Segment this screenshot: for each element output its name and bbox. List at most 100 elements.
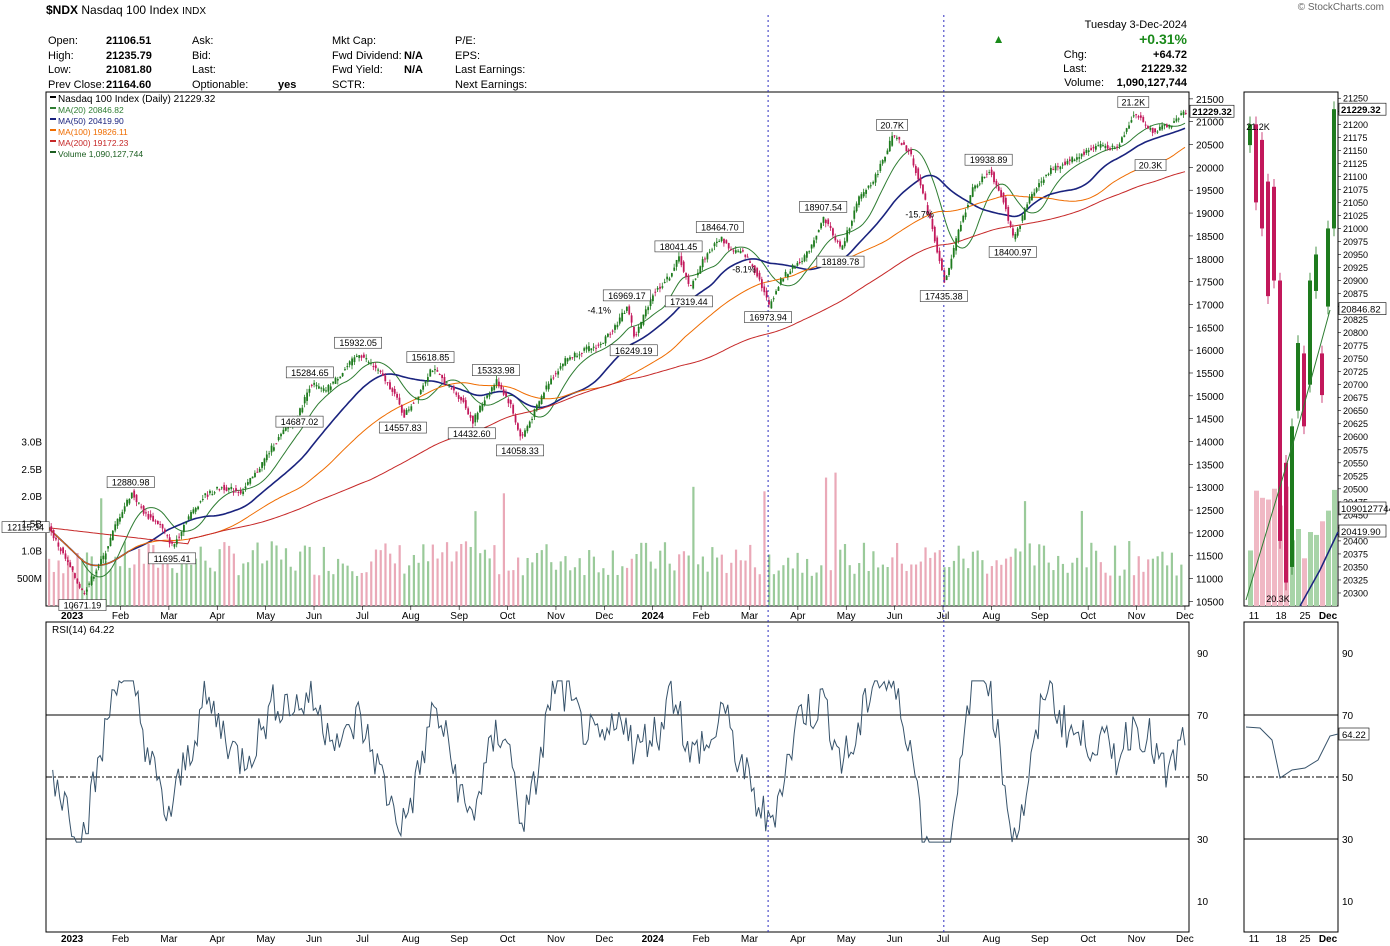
candle-body	[981, 176, 984, 183]
rsi-time-tick-label: Feb	[692, 934, 710, 945]
candle-body	[599, 343, 602, 345]
volume-bar	[881, 564, 884, 606]
mini-rsi-value: 64.22	[1342, 730, 1366, 741]
candle-body	[133, 490, 136, 498]
candle-body	[623, 313, 626, 315]
candle-body	[936, 237, 939, 253]
candle-body	[135, 494, 138, 503]
candle-body	[299, 408, 301, 416]
rsi-time-tick-label: Apr	[209, 934, 225, 945]
volume-bar	[692, 486, 695, 606]
candle-body	[502, 389, 505, 395]
mini-price-tick-label: 20875	[1343, 289, 1368, 299]
candle-body	[415, 398, 417, 400]
candle-body	[154, 520, 157, 522]
quote-summary: Tuesday 3-Dec-2024 ▲ +0.31% Chg: +64.72 La…	[993, 19, 1187, 90]
candle-body	[926, 205, 929, 214]
candle-body	[860, 194, 863, 199]
rsi-time-tick-label: Apr	[790, 934, 806, 945]
volume-bar	[791, 568, 794, 606]
volume-bar	[156, 567, 160, 606]
volume-bar	[1147, 559, 1150, 606]
volume-bar	[976, 550, 979, 606]
mini-candle-body	[1308, 280, 1312, 385]
candle-body	[524, 430, 526, 437]
candle-body	[796, 262, 799, 266]
rsi-tick-label: 70	[1197, 711, 1209, 722]
candle-body	[621, 312, 624, 322]
quote-col-3: Mkt Cap: Fwd Dividend: N/A Fwd Yield: N/A …	[332, 34, 452, 92]
candle-body	[1068, 159, 1071, 162]
legend: Nasdaq 100 Index (Daily) 21229.32MA(20) …	[50, 94, 216, 159]
mini-volume-bar	[1290, 540, 1295, 606]
mini-price-tick-label: 21025	[1343, 211, 1368, 221]
volume-bar	[341, 563, 344, 606]
candle-body	[365, 358, 368, 360]
candle-body	[512, 404, 515, 414]
time-tick-label: Mar	[160, 611, 178, 622]
volume-bar	[152, 545, 155, 606]
mini-lo-label: 20.3K	[1266, 594, 1290, 604]
candle-body	[1106, 145, 1109, 149]
candle-body	[232, 491, 235, 493]
price-tick-label: 11500	[1196, 552, 1224, 563]
annotation-label: 14557.83	[384, 423, 422, 433]
volume-bar	[554, 569, 558, 606]
candle-body	[590, 348, 593, 351]
candle-body	[145, 512, 147, 514]
candle-body	[1061, 164, 1064, 166]
low-value: 21081.80	[106, 64, 152, 77]
candle-body	[1042, 179, 1045, 183]
candle-body	[1035, 188, 1038, 192]
volume-bar	[564, 556, 567, 606]
candle-body	[263, 458, 266, 466]
candle-body	[85, 589, 88, 592]
candle-body	[723, 238, 725, 244]
mini-price-tick-label: 20625	[1343, 419, 1368, 429]
volume-bar	[66, 555, 70, 606]
candle-body	[791, 264, 794, 269]
candle-body	[1175, 118, 1178, 122]
annotation-box	[58, 599, 107, 611]
candle-body	[315, 384, 318, 387]
volume-bar	[678, 554, 681, 606]
candle-body	[694, 278, 697, 280]
candle-body	[881, 160, 884, 164]
candle-body	[427, 377, 429, 382]
volume-bar	[749, 544, 752, 606]
candle-body	[784, 271, 787, 277]
annotation-label: 12115.34	[7, 523, 44, 533]
volume-bar	[460, 543, 463, 606]
volume-bar	[204, 560, 207, 606]
candle-body	[919, 177, 922, 186]
candle-body	[557, 371, 560, 375]
volume-bar	[498, 574, 501, 606]
volume-bar	[981, 560, 984, 606]
time-tick-label: May	[256, 611, 275, 622]
candle-body	[673, 267, 676, 271]
legend-label: MA(50) 20419.90	[58, 116, 124, 126]
quote-col-2: Ask: Bid: Last: Optionable: yes	[192, 34, 302, 92]
candle-body	[1047, 173, 1050, 175]
candle-body	[647, 307, 650, 311]
candle-body	[1071, 157, 1074, 163]
legend-label: MA(100) 19826.11	[58, 127, 128, 137]
candle-body	[997, 186, 1000, 191]
candle-body	[488, 393, 491, 397]
candle-body	[1170, 125, 1173, 128]
candle-body	[358, 355, 361, 358]
annotation-box	[876, 119, 908, 131]
price-tick-label: 11000	[1196, 575, 1224, 586]
volume-bar	[990, 566, 993, 606]
candle-body	[900, 143, 903, 146]
volume-bar	[1080, 510, 1083, 606]
candle-body	[1040, 181, 1043, 183]
candle-body	[1059, 166, 1062, 170]
candle-body	[635, 334, 638, 336]
mini-price-tick-label: 20750	[1343, 354, 1368, 364]
volume-bar	[697, 564, 700, 606]
candle-body	[573, 352, 576, 358]
mini-rsi-tick-label: 50	[1342, 773, 1354, 784]
candle-body	[519, 429, 522, 437]
candle-body	[201, 499, 204, 501]
